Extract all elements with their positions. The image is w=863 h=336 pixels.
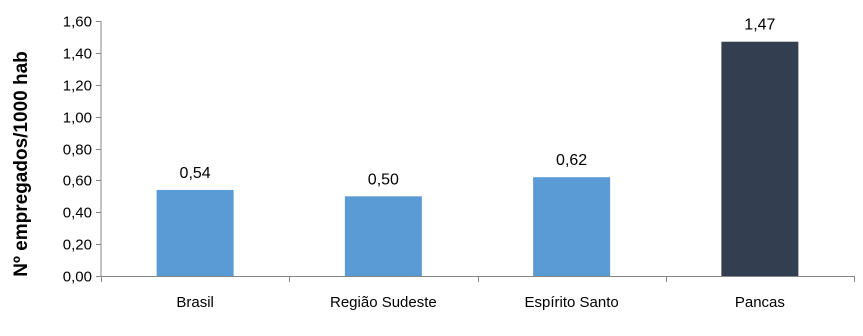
x-axis: Brasil Região Sudeste Espírito Santo Pancas <box>101 276 855 311</box>
bar-pancas <box>721 41 799 276</box>
x-tick-label: Região Sudeste <box>330 294 437 311</box>
x-tick-label: Espírito Santo <box>525 294 619 311</box>
bar-regi-o-sudeste <box>344 196 422 276</box>
bar-brasil <box>156 189 234 276</box>
y-tick-label: 0,40 <box>63 205 92 222</box>
bar-value-label: 1,47 <box>744 17 775 34</box>
y-tick-label: 0,20 <box>63 237 92 254</box>
y-tick-label: 0,80 <box>63 142 92 159</box>
x-tick-label: Brasil <box>176 294 214 311</box>
y-axis-title: Nº empregados/1000 hab <box>11 51 32 277</box>
bar-series: 0,54 0,50 0,62 1,47 <box>156 17 799 276</box>
y-tick-label: 1,60 <box>63 14 92 31</box>
y-tick-label: 0,60 <box>63 173 92 190</box>
bar-esp-rito-santo <box>533 177 611 276</box>
y-axis: 0,00 0,20 0,40 0,60 0,80 1,00 1,20 1,40 1,60 <box>63 14 102 286</box>
bar-value-label: 0,62 <box>556 152 587 169</box>
y-tick-label: 1,00 <box>63 110 92 127</box>
x-tick-label: Pancas <box>735 294 785 311</box>
y-tick-label: 1,40 <box>63 46 92 63</box>
bar-value-label: 0,50 <box>368 171 399 188</box>
bar-value-label: 0,54 <box>180 165 211 182</box>
y-tick-label: 0,00 <box>63 269 92 286</box>
y-tick-label: 1,20 <box>63 78 92 95</box>
